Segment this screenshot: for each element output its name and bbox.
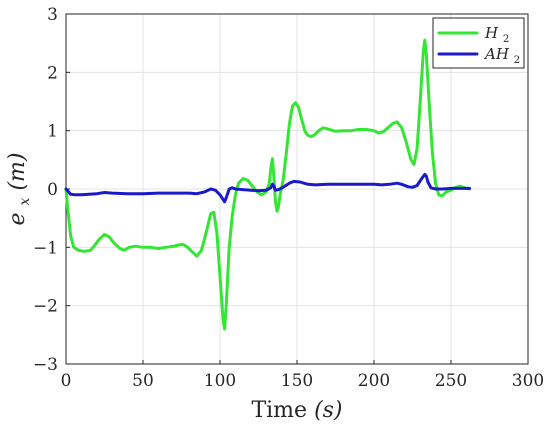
legend: H 2 AH 2: [432, 17, 525, 69]
x-tick-label: 200: [358, 371, 390, 391]
x-tick-label: 250: [435, 371, 467, 391]
y-tick-label: 0: [47, 180, 58, 200]
x-tick-label: 0: [61, 371, 72, 391]
y-tick-label: −1: [33, 238, 58, 258]
y-tick-label: 2: [47, 63, 58, 83]
y-axis-label: e x (m): [5, 153, 35, 226]
x-tick-label: 50: [132, 371, 154, 391]
x-axis-label: Time (s): [251, 398, 342, 423]
x-tick-label: 300: [512, 371, 544, 391]
x-tick-label: 100: [204, 371, 236, 391]
y-axis-label-sub: x: [17, 197, 33, 205]
legend-label-ah2-name: AH: [483, 45, 510, 63]
ticks: 0 50 100 150 200 250 300 −3 −2 −1 0 1 2 3: [33, 5, 544, 391]
y-tick-label: −3: [33, 355, 58, 375]
x-tick-label: 150: [281, 371, 313, 391]
y-tick-label: −2: [33, 297, 58, 317]
y-tick-label: 3: [47, 5, 58, 25]
y-axis-label-base: e: [5, 212, 30, 225]
legend-label-ah2: AH 2: [483, 45, 520, 66]
legend-box: [432, 17, 525, 69]
y-axis-label-unit: (m): [5, 153, 30, 191]
series-lines: [64, 38, 471, 331]
legend-label-ah2-sub: 2: [514, 55, 520, 66]
series-line-ah2: [64, 172, 471, 204]
x-axis-label-unit: (s): [314, 398, 342, 423]
y-tick-label: 1: [47, 122, 58, 142]
x-axis-label-text: Time: [251, 398, 314, 423]
legend-label-h2: H 2: [484, 24, 509, 45]
legend-label-h2-sub: 2: [503, 34, 509, 45]
legend-label-h2-name: H: [484, 24, 499, 42]
